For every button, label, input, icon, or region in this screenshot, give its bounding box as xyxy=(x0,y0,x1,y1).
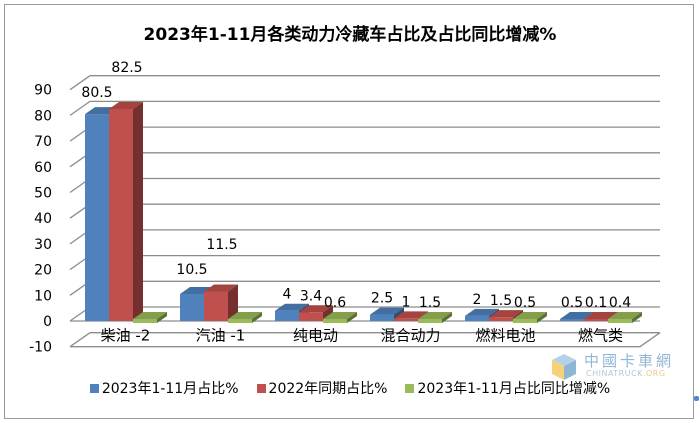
svg-text:60: 60 xyxy=(34,160,52,176)
svg-text:柴油 -2: 柴油 -2 xyxy=(101,327,151,345)
svg-text:燃气类: 燃气类 xyxy=(578,327,623,345)
legend-item-2022: 2022年同期占比% xyxy=(256,378,388,398)
svg-text:4: 4 xyxy=(283,287,292,303)
svg-text:0.5: 0.5 xyxy=(561,295,583,311)
svg-text:燃料电池: 燃料电池 xyxy=(475,327,535,345)
svg-text:1: 1 xyxy=(402,294,411,310)
legend-label: 2023年1-11月占比% xyxy=(101,381,239,397)
chart-legend: 2023年1-11月占比% 2022年同期占比% 2023年1-11月占比同比增… xyxy=(0,378,700,398)
watermark-cn: 中國卡車網 xyxy=(584,352,675,370)
svg-text:0.1: 0.1 xyxy=(585,295,607,311)
legend-item-change: 2023年1-11月占比同比增减% xyxy=(405,378,610,398)
svg-text:0.6: 0.6 xyxy=(324,295,346,311)
svg-text:汽油 -1: 汽油 -1 xyxy=(196,327,246,345)
svg-text:80: 80 xyxy=(34,108,52,124)
chinatruck-logo-icon xyxy=(552,354,576,380)
svg-text:40: 40 xyxy=(34,211,52,227)
legend-item-2023: 2023年1-11月占比% xyxy=(89,378,239,398)
svg-text:1.5: 1.5 xyxy=(490,293,512,309)
svg-text:纯电动: 纯电动 xyxy=(293,327,338,345)
svg-text:2.5: 2.5 xyxy=(371,291,393,307)
legend-swatch-blue xyxy=(89,383,99,393)
svg-text:30: 30 xyxy=(34,237,52,253)
svg-text:50: 50 xyxy=(34,186,52,202)
legend-label: 2023年1-11月占比同比增减% xyxy=(417,381,611,397)
legend-swatch-green xyxy=(405,383,415,393)
svg-text:82.5: 82.5 xyxy=(111,60,142,76)
svg-text:0: 0 xyxy=(43,314,52,330)
legend-swatch-red xyxy=(256,383,266,393)
svg-text:1.5: 1.5 xyxy=(419,295,441,311)
svg-text:3.4: 3.4 xyxy=(300,288,322,304)
watermark: 中國卡車網 CHINATRUCK.ORG xyxy=(548,350,688,400)
svg-text:-10: -10 xyxy=(29,340,52,356)
svg-text:10.5: 10.5 xyxy=(176,262,207,278)
svg-text:10: 10 xyxy=(34,288,52,304)
svg-text:2: 2 xyxy=(473,292,482,308)
svg-text:20: 20 xyxy=(34,263,52,279)
svg-text:90: 90 xyxy=(34,83,52,99)
chart-title: 2023年1-11月各类动力冷藏车占比及占比同比增减% xyxy=(143,25,557,45)
svg-text:0.5: 0.5 xyxy=(514,295,536,311)
svg-text:0.4: 0.4 xyxy=(609,295,631,311)
legend-label: 2022年同期占比% xyxy=(268,381,388,397)
svg-text:混合动力: 混合动力 xyxy=(380,327,440,345)
watermark-en: CHINATRUCK.ORG xyxy=(586,369,666,378)
svg-text:80.5: 80.5 xyxy=(81,85,112,101)
svg-text:70: 70 xyxy=(34,134,52,150)
resize-handle xyxy=(694,396,699,401)
svg-text:11.5: 11.5 xyxy=(206,237,237,253)
